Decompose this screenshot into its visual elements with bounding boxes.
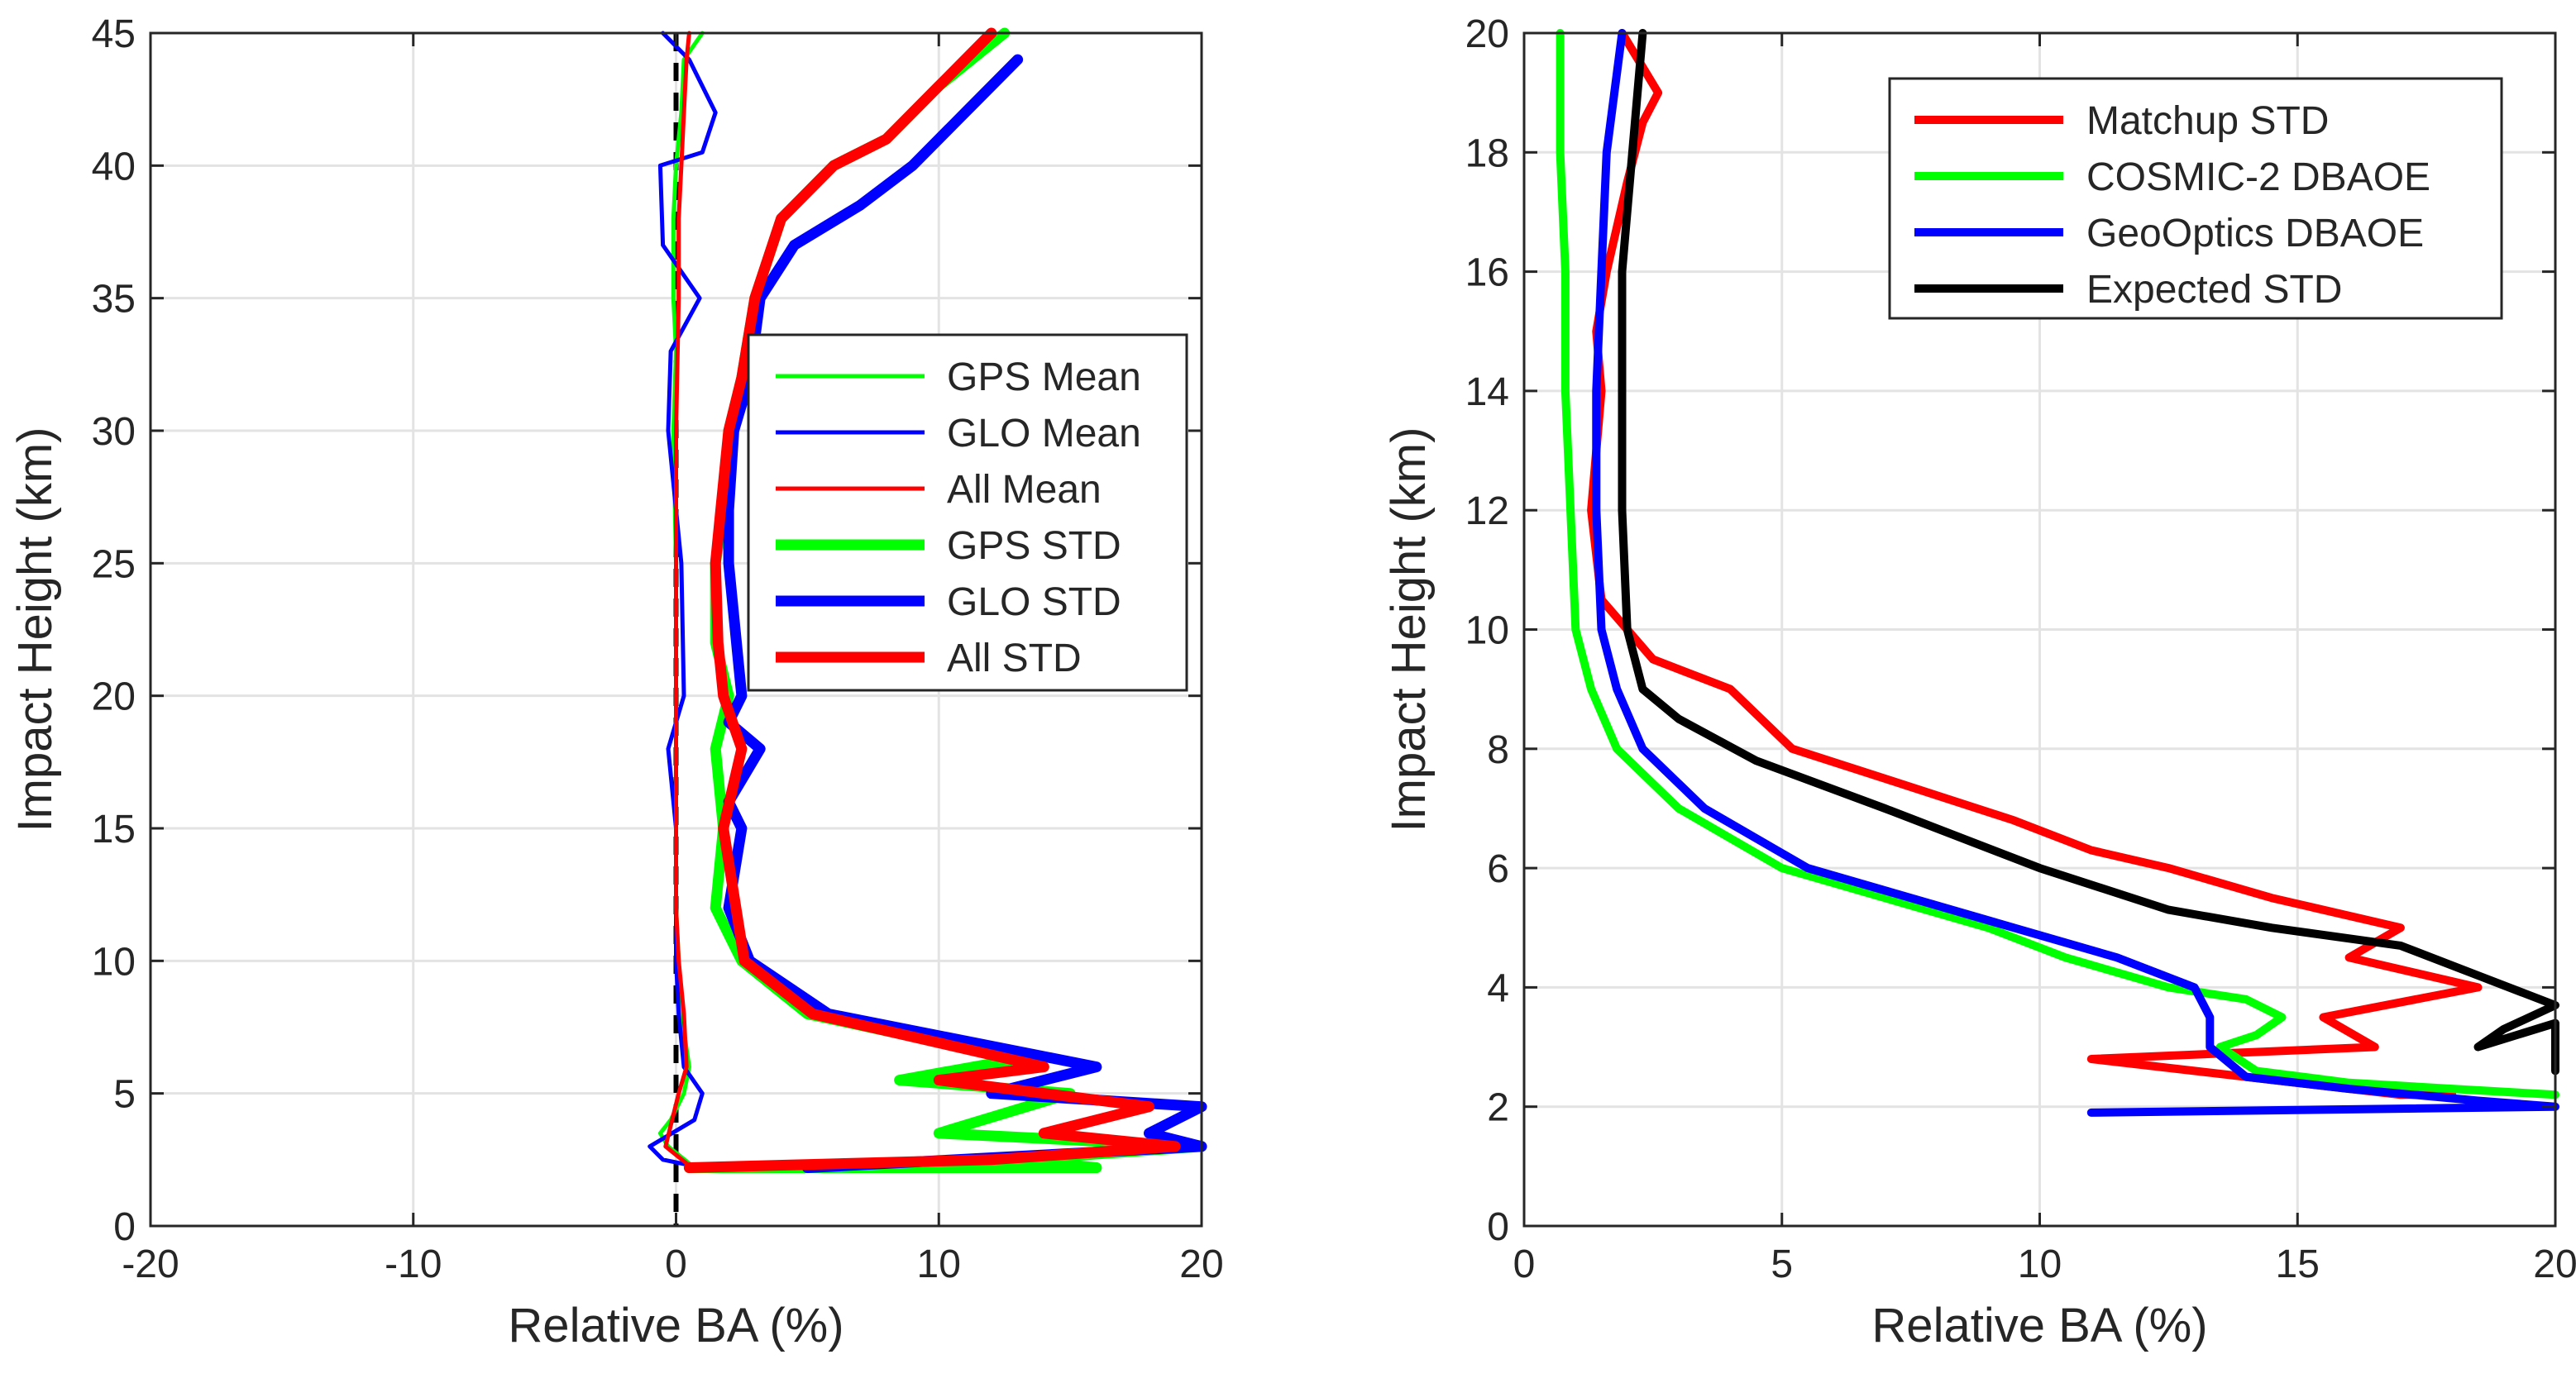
y-tick-label: 2 [1487,1086,1509,1130]
legend-label-all-mean: All Mean [947,468,1102,512]
y-tick-label: 45 [92,12,136,56]
series-line-cosmic-2-dbaoe [1556,29,2559,1099]
left-panel-chart: -20 -10 0 10 20 0 5 10 15 20 25 30 35 40 45 Relative BA… [8,12,1224,1352]
legend-label-cosmic-2-dbaoe: COSMIC-2 DBAOE [2086,155,2430,199]
x-tick-label: 10 [2018,1243,2062,1286]
legend: GPS Mean GLO Mean All Mean GPS STD GLO STD Al… [747,333,1188,692]
series-line-all-mean [663,31,695,1170]
y-tick-label: 12 [1465,489,1509,533]
x-axis-label: Relative BA (%) [508,1299,844,1352]
y-tick-label: 30 [92,410,136,454]
y-tick-label: 8 [1487,728,1509,772]
y-tick-label: 35 [92,278,136,322]
x-axis-label: Relative BA (%) [1871,1299,2207,1352]
y-tick-label: 0 [113,1205,136,1249]
x-tick-label: 0 [1513,1243,1536,1286]
legend-label-glo-mean: GLO Mean [947,412,1141,456]
y-tick-label: 25 [92,542,136,586]
legend: Matchup STD COSMIC-2 DBAOE GeoOptics DBAOE… [1888,77,2503,320]
y-tick-label: 10 [1465,609,1509,653]
legend-label-gps-std: GPS STD [947,524,1121,568]
y-tick-label: 15 [92,808,136,851]
series-group [648,27,1207,1173]
y-tick-label: 40 [92,145,136,188]
x-tick-label: -20 [122,1243,179,1286]
x-tick-label: 10 [917,1243,961,1286]
y-tick-label: 5 [113,1073,136,1117]
x-tick-label: 20 [2533,1243,2576,1286]
series-line-expected-std [1618,29,2559,1076]
x-tick-label: -10 [385,1243,442,1286]
y-axis-label: Impact Height (km) [1382,427,1436,832]
legend-label-matchup-std: Matchup STD [2086,99,2329,143]
x-tick-label: 20 [1179,1243,1223,1286]
legend-label-all-std: All STD [947,637,1082,680]
y-tick-label: 6 [1487,847,1509,891]
y-tick-label: 20 [1465,12,1509,56]
series-line-all-std [683,27,1181,1173]
legend-label-expected-std: Expected STD [2086,268,2342,312]
legend-box [747,333,1188,692]
legend-label-geooptics-dbaoe: GeoOptics DBAOE [2086,212,2424,255]
y-tick-label: 4 [1487,966,1509,1010]
y-tick-label: 14 [1465,370,1509,414]
series-group [1556,29,2559,1117]
legend-label-glo-std: GLO STD [947,580,1121,624]
y-tick-label: 20 [92,675,136,719]
y-tick-label: 16 [1465,251,1509,295]
x-tick-label: 15 [2276,1243,2320,1286]
y-tick-label: 0 [1487,1205,1509,1249]
y-tick-label: 18 [1465,131,1509,175]
legend-label-gps-mean: GPS Mean [947,355,1141,399]
y-axis-label: Impact Height (km) [8,427,62,832]
y-tick-label: 10 [92,940,136,984]
x-tick-label: 5 [1771,1243,1793,1286]
x-tick-label: 0 [665,1243,687,1286]
series-line-geooptics-dbaoe [1592,29,2559,1117]
right-panel-chart: 0 5 10 15 20 0 2 4 6 8 10 12 14 16 18 20 Relative BA (%)… [1382,12,2576,1352]
